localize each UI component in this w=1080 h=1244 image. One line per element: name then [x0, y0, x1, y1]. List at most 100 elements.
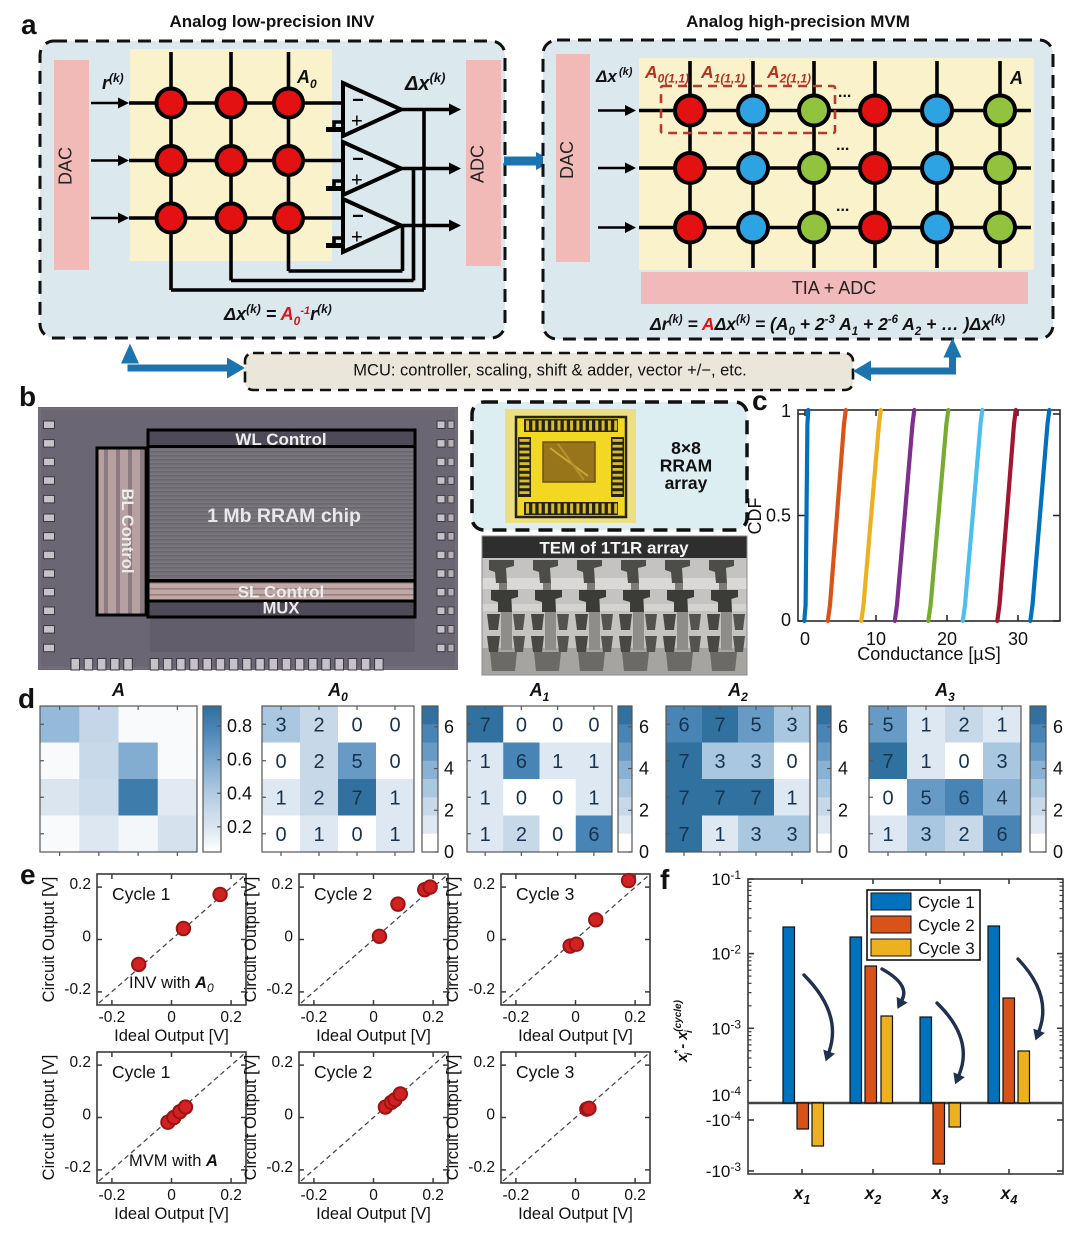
svg-text:3: 3	[275, 714, 286, 736]
svg-text:Ideal Output [V]: Ideal Output [V]	[114, 1027, 229, 1045]
svg-text:7: 7	[678, 824, 689, 846]
svg-text:-0.2: -0.2	[301, 1187, 328, 1204]
svg-text:-0.2: -0.2	[266, 1159, 293, 1176]
svg-text:Ideal Output [V]: Ideal Output [V]	[518, 1027, 633, 1045]
svg-text:4: 4	[838, 759, 848, 779]
svg-text:A: A	[111, 680, 125, 700]
svg-text:Circuit Output [V]: Circuit Output [V]	[40, 877, 58, 1003]
svg-text:2: 2	[444, 800, 454, 820]
svg-text:Circuit Output [V]: Circuit Output [V]	[242, 877, 260, 1003]
svg-text:Cycle 2: Cycle 2	[314, 1062, 372, 1082]
svg-text:6: 6	[838, 717, 848, 737]
svg-text:3: 3	[786, 714, 797, 736]
svg-text:6: 6	[516, 751, 527, 773]
svg-text:0.2: 0.2	[624, 1187, 646, 1204]
svg-text:5: 5	[920, 787, 931, 809]
svg-text:1: 1	[275, 787, 286, 809]
svg-text:0: 0	[838, 842, 848, 862]
svg-text:Circuit Output [V]: Circuit Output [V]	[40, 1055, 58, 1181]
svg-text:0: 0	[781, 610, 791, 630]
svg-text:Ideal Output [V]: Ideal Output [V]	[316, 1027, 431, 1045]
svg-text:−: −	[352, 90, 364, 112]
svg-text:0: 0	[389, 714, 400, 736]
svg-text:6: 6	[678, 714, 689, 736]
svg-text:0.5: 0.5	[766, 506, 791, 526]
svg-text:DAC: DAC	[557, 141, 577, 179]
svg-text:-0.2: -0.2	[503, 1187, 530, 1204]
svg-text:0.2: 0.2	[422, 1187, 444, 1204]
svg-text:Cycle 2: Cycle 2	[314, 884, 372, 904]
svg-text:-0.2: -0.2	[468, 981, 495, 998]
svg-text:0: 0	[369, 1009, 378, 1026]
svg-text:0: 0	[516, 714, 527, 736]
svg-text:0: 0	[552, 824, 563, 846]
svg-text:Δx: Δx	[595, 67, 618, 86]
svg-text:7: 7	[750, 787, 761, 809]
svg-text:MVM with A: MVM with A	[129, 1152, 218, 1170]
svg-text:0: 0	[167, 1187, 176, 1204]
svg-text:0: 0	[786, 751, 797, 773]
svg-text:1: 1	[920, 751, 931, 773]
svg-text:Conductance [µS]: Conductance [µS]	[857, 644, 1000, 664]
svg-text:2: 2	[313, 714, 324, 736]
svg-text:0: 0	[571, 1187, 580, 1204]
svg-text:TIA + ADC: TIA + ADC	[792, 278, 877, 298]
svg-text:MUX: MUX	[263, 600, 300, 618]
svg-text:d: d	[18, 683, 35, 714]
svg-text:3: 3	[786, 824, 797, 846]
svg-text:DAC: DAC	[56, 147, 76, 185]
svg-text:1: 1	[786, 787, 797, 809]
svg-text:Cycle 3: Cycle 3	[516, 1062, 574, 1082]
svg-text:1: 1	[313, 824, 324, 846]
svg-text:Analog high-precision MVM: Analog high-precision MVM	[686, 12, 910, 31]
svg-text:0: 0	[351, 824, 362, 846]
svg-text:0: 0	[167, 1009, 176, 1026]
svg-text:+: +	[351, 170, 363, 192]
svg-text:7: 7	[714, 787, 725, 809]
svg-text:-0.2: -0.2	[99, 1187, 126, 1204]
svg-text:Circuit Output [V]: Circuit Output [V]	[242, 1055, 260, 1181]
svg-text:Δx(k) = A0-1r(k): Δx(k) = A0-1r(k)	[223, 302, 332, 328]
svg-text:0.8: 0.8	[227, 716, 252, 736]
svg-text:7: 7	[678, 751, 689, 773]
svg-text:1: 1	[996, 714, 1007, 736]
svg-text:0: 0	[486, 929, 495, 946]
svg-text:−: −	[352, 206, 364, 228]
svg-text:(k): (k)	[619, 66, 633, 78]
svg-text:0.2: 0.2	[624, 1009, 646, 1026]
svg-text:4: 4	[639, 759, 649, 779]
svg-text:Ideal Output [V]: Ideal Output [V]	[518, 1205, 633, 1223]
svg-text:RRAM: RRAM	[660, 456, 713, 476]
svg-text:c: c	[752, 385, 768, 416]
svg-text:0.2: 0.2	[69, 876, 91, 893]
svg-text:0: 0	[82, 1107, 91, 1124]
svg-text:Ideal Output [V]: Ideal Output [V]	[316, 1205, 431, 1223]
svg-text:6: 6	[588, 824, 599, 846]
svg-text:-0.2: -0.2	[64, 981, 91, 998]
svg-text:4: 4	[444, 759, 454, 779]
svg-text:2: 2	[958, 824, 969, 846]
svg-text:0: 0	[588, 714, 599, 736]
svg-text:A: A	[1009, 68, 1023, 88]
svg-text:Circuit Output [V]: Circuit Output [V]	[444, 1055, 462, 1181]
svg-text:0: 0	[351, 714, 362, 736]
svg-text:Ideal Output [V]: Ideal Output [V]	[114, 1205, 229, 1223]
svg-text:0.2: 0.2	[69, 1054, 91, 1071]
svg-text:0.2: 0.2	[473, 1054, 495, 1071]
svg-text:e: e	[20, 859, 36, 890]
svg-text:...: ...	[838, 84, 851, 101]
svg-text:6: 6	[444, 717, 454, 737]
svg-text:6: 6	[996, 824, 1007, 846]
svg-text:1: 1	[714, 824, 725, 846]
svg-text:5: 5	[882, 714, 893, 736]
svg-text:ADC: ADC	[468, 145, 488, 183]
svg-text:f: f	[660, 864, 670, 895]
svg-text:2: 2	[313, 787, 324, 809]
svg-text:0: 0	[284, 929, 293, 946]
svg-text:7: 7	[480, 714, 491, 736]
svg-text:7: 7	[882, 751, 893, 773]
svg-text:-0.2: -0.2	[503, 1009, 530, 1026]
svg-text:Cycle 2: Cycle 2	[918, 916, 975, 935]
svg-text:INV with A0: INV with A0	[129, 974, 214, 995]
svg-text:+: +	[351, 111, 363, 133]
